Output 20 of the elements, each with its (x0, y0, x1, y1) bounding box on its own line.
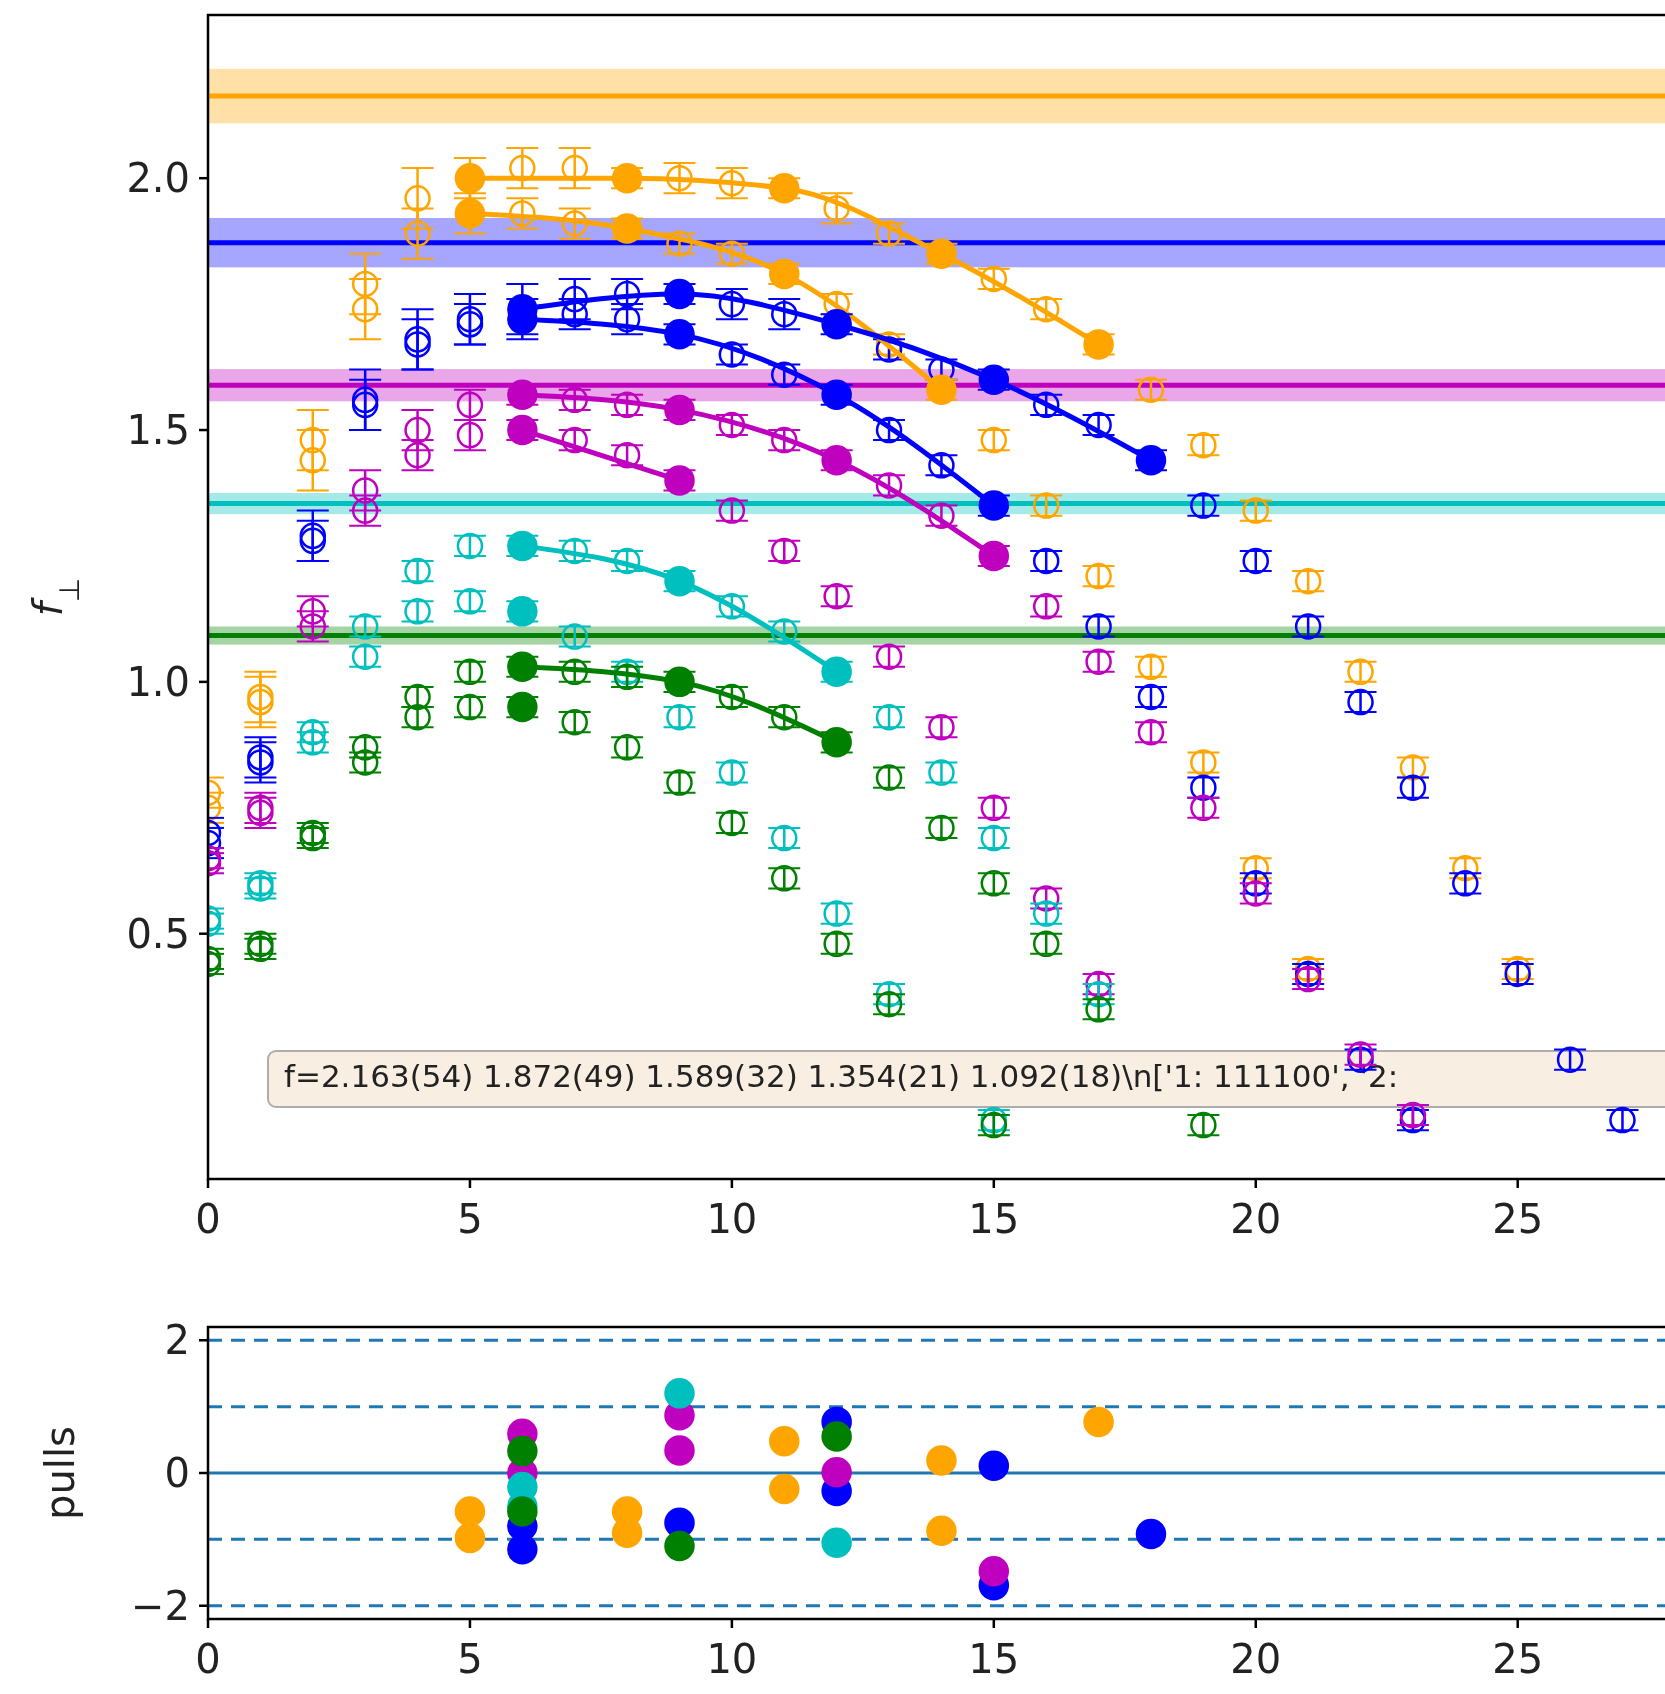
y-tick-label: 1.0 (126, 658, 190, 705)
y-tick-label: 2.0 (126, 155, 190, 202)
x-tick-label: 10 (706, 1196, 758, 1242)
x-tick-label: 20 (1230, 1636, 1282, 1682)
x-tick-label: 15 (968, 1196, 1020, 1242)
x-tick-label: 25 (1492, 1196, 1544, 1242)
x-tick-label: 15 (968, 1636, 1020, 1682)
y-tick-label: 2 (164, 1317, 190, 1364)
x-tick-label: 10 (706, 1636, 758, 1682)
x-tick-label: 20 (1230, 1196, 1282, 1242)
y-tick-label: 0.5 (126, 910, 190, 957)
x-tick-label: 25 (1492, 1636, 1544, 1682)
y-tick-label: −2 (131, 1582, 190, 1629)
x-tick-label: 5 (457, 1196, 483, 1242)
y-tick-label: 0 (164, 1450, 190, 1496)
y-tick-label: 1.5 (126, 407, 190, 454)
x-tick-label: 0 (195, 1636, 221, 1682)
x-tick-label: 0 (195, 1196, 221, 1242)
x-tick-label: 5 (457, 1636, 483, 1682)
y-axis-title: pulls (37, 1426, 83, 1520)
